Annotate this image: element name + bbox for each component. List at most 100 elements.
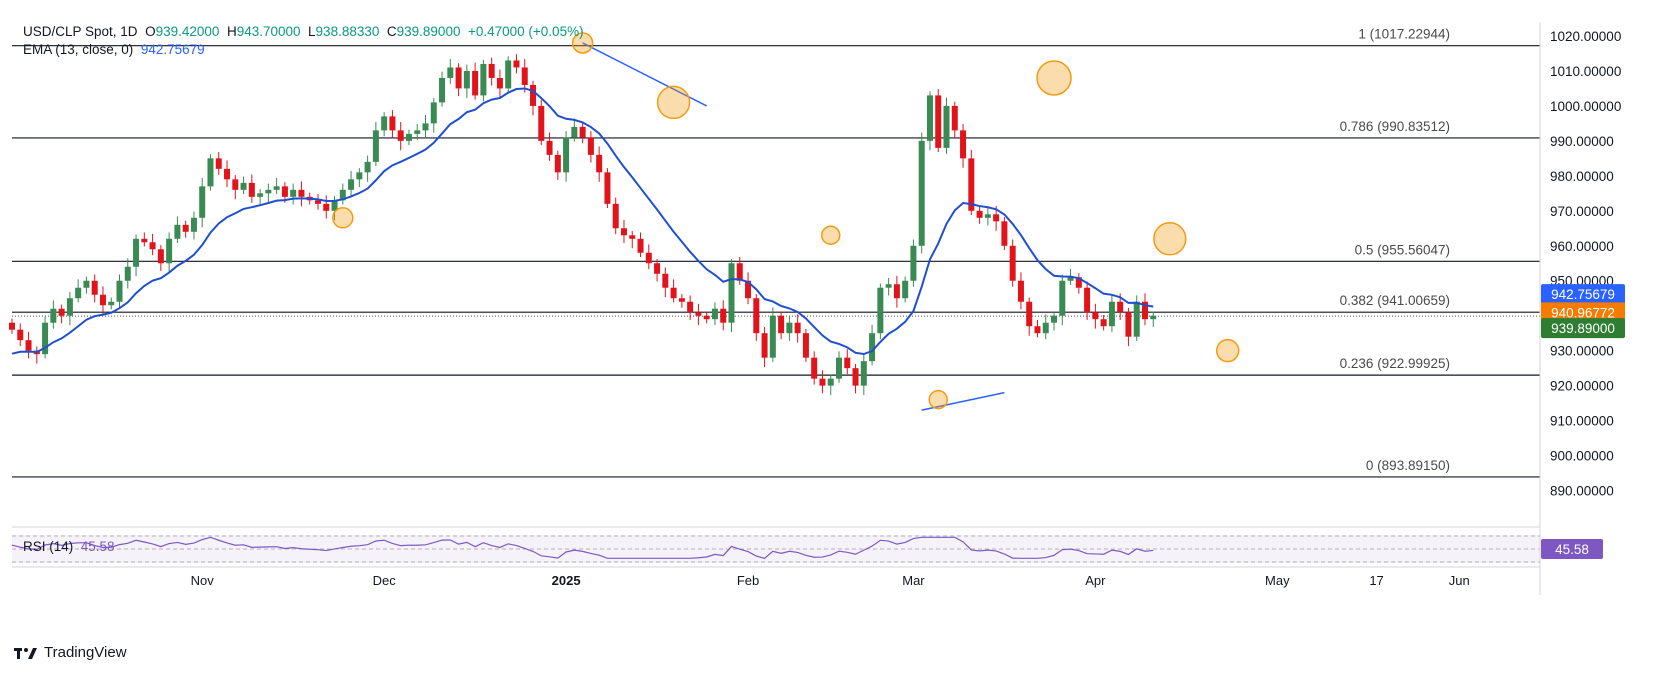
candle-body bbox=[654, 263, 661, 274]
candle-body bbox=[993, 214, 1000, 222]
candle-body bbox=[546, 140, 553, 155]
fib-label: 0.5 (955.56047) bbox=[1355, 242, 1450, 257]
rsi-value: 45.58 bbox=[80, 539, 115, 554]
x-tick-label: 2025 bbox=[552, 573, 581, 588]
trendline-down bbox=[582, 42, 708, 107]
y-tick-label: 1000.00000 bbox=[1550, 99, 1621, 114]
candle-body bbox=[687, 301, 694, 313]
candle-body bbox=[314, 200, 321, 204]
candle-body bbox=[50, 308, 57, 323]
candle-body bbox=[290, 189, 297, 197]
candle-body bbox=[637, 238, 644, 253]
price-tag-text: 942.75679 bbox=[1551, 287, 1615, 302]
candle-body bbox=[224, 168, 231, 180]
candle-body bbox=[1017, 280, 1024, 302]
candle-body bbox=[778, 315, 785, 334]
candle-body bbox=[1125, 312, 1132, 337]
candle-body bbox=[844, 357, 851, 369]
candle-body bbox=[943, 105, 950, 148]
candle-body bbox=[852, 368, 859, 386]
x-tick-label: 17 bbox=[1369, 573, 1383, 588]
candle-body bbox=[348, 179, 355, 190]
candle-body bbox=[711, 308, 718, 320]
legend-rsi-row[interactable]: RSI (14) 45.58 bbox=[23, 539, 115, 554]
candle-body bbox=[1150, 315, 1157, 320]
candlesticks bbox=[9, 54, 1157, 396]
candle-body bbox=[1100, 319, 1107, 327]
trendline-up bbox=[921, 391, 1005, 411]
y-tick-label: 930.00000 bbox=[1550, 344, 1614, 359]
candle-body bbox=[496, 77, 503, 89]
candle-body bbox=[1075, 277, 1082, 288]
fibonacci-levels: 1 (1017.22944) 0.786 (990.83512) 0.5 (955.… bbox=[12, 27, 1540, 478]
y-tick-label: 920.00000 bbox=[1550, 379, 1614, 394]
candle-body bbox=[83, 280, 90, 288]
candle-body bbox=[786, 322, 793, 334]
candle-body bbox=[281, 186, 288, 197]
highlight-circle bbox=[332, 207, 354, 229]
highlight-circle bbox=[1036, 60, 1072, 96]
fib-label: 0.236 (922.99925) bbox=[1340, 356, 1450, 371]
candle-body bbox=[571, 126, 578, 138]
candle-body bbox=[530, 84, 537, 106]
candle-body bbox=[389, 116, 396, 131]
low-label: L bbox=[308, 24, 316, 39]
candle-body bbox=[629, 235, 636, 239]
candle-body bbox=[984, 214, 991, 218]
candle-body bbox=[728, 263, 735, 323]
legend-price-row: USD/CLP Spot, 1D O939.42000 H943.70000 L… bbox=[23, 24, 584, 39]
time-axis[interactable]: Nov Dec 2025 Feb Mar Apr May 17 Jun bbox=[191, 573, 1470, 588]
y-tick-label: 990.00000 bbox=[1550, 134, 1614, 149]
highlight-circle bbox=[656, 85, 691, 120]
candle-body bbox=[604, 172, 611, 204]
candle-body bbox=[579, 126, 586, 138]
candle-body bbox=[893, 284, 900, 299]
candle-body bbox=[538, 105, 545, 141]
candle-body bbox=[976, 210, 983, 218]
candle-body bbox=[1001, 221, 1008, 246]
fib-label: 0.382 (941.00659) bbox=[1340, 293, 1450, 308]
candle-body bbox=[9, 322, 15, 330]
candle-body bbox=[174, 224, 181, 239]
candle-body bbox=[232, 179, 239, 190]
candle-body bbox=[66, 298, 73, 316]
candle-body bbox=[1059, 280, 1066, 316]
candle-body bbox=[17, 329, 24, 341]
candle-body bbox=[190, 217, 197, 232]
candle-body bbox=[356, 172, 363, 180]
candle-body bbox=[513, 60, 520, 68]
candle-body bbox=[720, 308, 727, 323]
price-tag-box bbox=[1541, 284, 1625, 305]
highlight-circle bbox=[820, 225, 841, 246]
candle-body bbox=[1092, 312, 1099, 320]
y-tick-label: 890.00000 bbox=[1550, 484, 1614, 499]
candle-body bbox=[141, 238, 148, 243]
candle-body bbox=[124, 266, 131, 281]
rsi-line bbox=[11, 536, 1154, 559]
candle-body bbox=[918, 140, 925, 246]
candle-body bbox=[472, 70, 479, 96]
candle-body bbox=[563, 137, 570, 173]
candle-body bbox=[108, 301, 115, 306]
candle-body bbox=[1034, 326, 1041, 334]
candle-body bbox=[769, 315, 776, 358]
legend-ema-row[interactable]: EMA (13, close, 0) 942.75679 bbox=[23, 42, 205, 57]
candle-body bbox=[1009, 245, 1016, 281]
symbol-label[interactable]: USD/CLP Spot, 1D bbox=[23, 24, 138, 39]
candle-body bbox=[480, 63, 487, 96]
low-value: 938.88330 bbox=[315, 24, 380, 39]
y-tick-label: 1020.00000 bbox=[1550, 29, 1621, 44]
y-tick-label: 970.00000 bbox=[1550, 204, 1614, 219]
candle-body bbox=[381, 116, 388, 131]
candle-body bbox=[612, 203, 619, 229]
candle-body bbox=[1108, 301, 1115, 327]
candle-body bbox=[116, 280, 123, 302]
candle-body bbox=[662, 273, 669, 288]
tradingview-logo[interactable]: TradingView bbox=[14, 644, 127, 661]
candle-body bbox=[902, 280, 909, 299]
x-tick-label: Mar bbox=[902, 573, 925, 588]
candle-body bbox=[273, 186, 280, 190]
